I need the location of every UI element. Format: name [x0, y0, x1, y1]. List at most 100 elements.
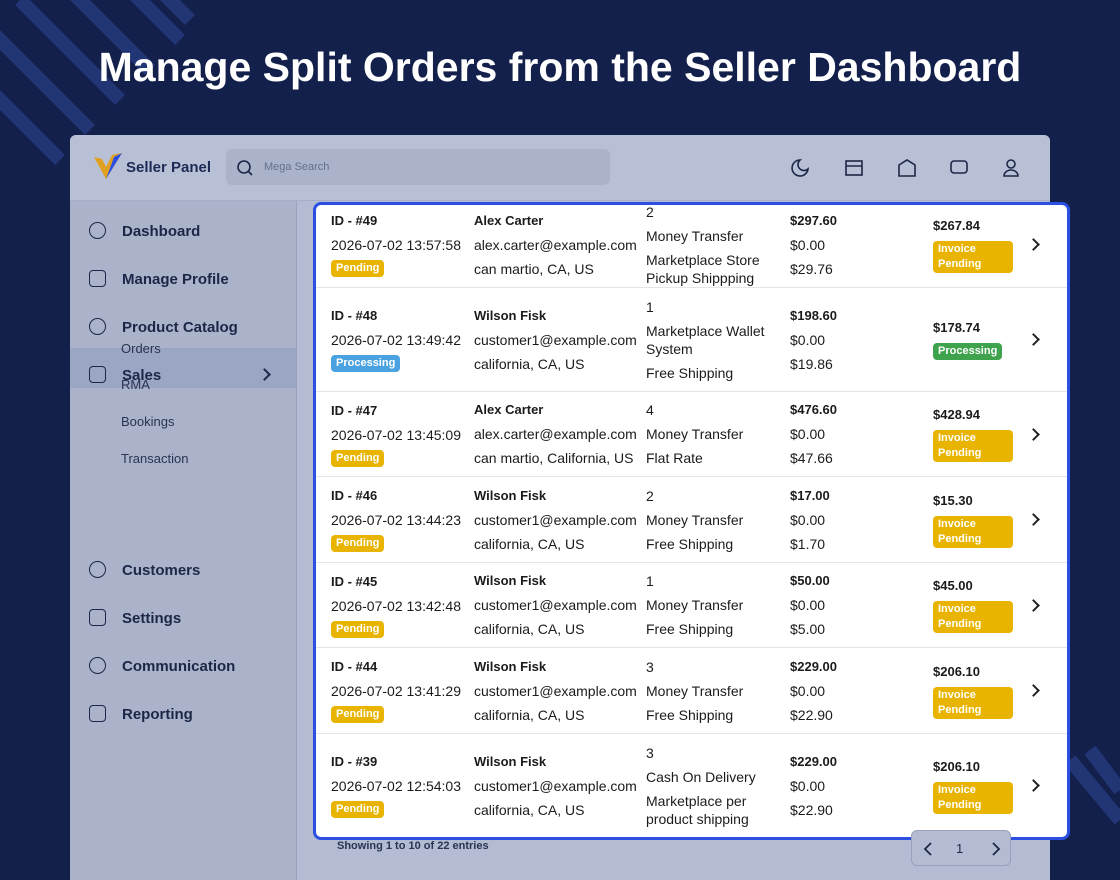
- nav-icon: [89, 561, 106, 578]
- order-id: ID - #49: [331, 213, 378, 228]
- nav-item[interactable]: Manage Profile: [122, 271, 229, 288]
- discount: $0.00: [790, 777, 826, 794]
- payment-method: Money Transfer: [646, 597, 744, 613]
- order-row[interactable]: ID - #45 2026-07-02 13:42:48 Pending Wilson…: [316, 563, 1067, 648]
- search-box[interactable]: Mega Search: [226, 149, 610, 185]
- customer-cell: Alex Carter alex.carter@example.com can ma…: [474, 392, 646, 476]
- row-chevron[interactable]: [1027, 598, 1040, 612]
- discount: $0.00: [790, 511, 826, 528]
- order-id: ID - #47: [331, 402, 378, 418]
- order-date: 2026-07-02 13:49:42: [331, 332, 461, 348]
- amount-cell: $17.00 $0.00 $1.70: [790, 477, 920, 562]
- customer-email: customer1@example.com: [474, 597, 637, 613]
- order-id: ID - #48: [331, 308, 378, 323]
- order-cell: ID - #39 2026-07-02 12:54:03 Pending: [331, 734, 471, 837]
- customer-address: california, CA, US: [474, 706, 585, 723]
- method-cell: 2 Money Transfer Free Shipping: [646, 477, 784, 562]
- row-chevron[interactable]: [1027, 238, 1040, 251]
- customer-cell: Wilson Fisk customer1@example.com californ…: [474, 477, 646, 562]
- net-amount: $45.00: [933, 578, 973, 593]
- order-id: ID - #45: [331, 573, 378, 589]
- nav-icon: [89, 270, 106, 287]
- pagination[interactable]: 1: [911, 830, 1011, 866]
- pager-arrows: [923, 842, 1001, 856]
- nav-icon: [89, 705, 106, 722]
- customer-address: can martio, CA, US: [474, 260, 594, 277]
- nav-item[interactable]: Settings: [122, 610, 182, 627]
- page-number[interactable]: 1: [956, 841, 964, 856]
- net-amount: $206.10: [933, 663, 980, 679]
- sidebar: Dashboard Manage Profile Product Catalog Sa…: [70, 201, 297, 880]
- row-chevron[interactable]: [1027, 333, 1040, 346]
- amount-cell: $198.60 $0.00 $19.86: [790, 288, 920, 391]
- amount-cell: $50.00 $0.00 $5.00: [790, 563, 920, 647]
- shipping-cost: $19.86: [790, 355, 833, 372]
- nav-item[interactable]: Dashboard: [122, 223, 201, 240]
- nav-item[interactable]: Sales: [122, 367, 162, 384]
- nav-item[interactable]: Product Catalog: [122, 319, 238, 336]
- customer-email: customer1@example.com: [474, 331, 637, 348]
- row-chevron[interactable]: [1027, 427, 1040, 441]
- nav-sub-item[interactable]: Bookings: [121, 414, 175, 429]
- search-icon: [237, 160, 253, 176]
- net-cell: $15.30 Invoice Pending: [933, 477, 1013, 562]
- order-row[interactable]: ID - #47 2026-07-02 13:45:09 Pending Alex C…: [316, 392, 1067, 477]
- order-total: $198.60: [790, 307, 837, 323]
- order-cell: ID - #48 2026-07-02 13:49:42 Processing: [331, 288, 471, 391]
- row-chevron[interactable]: [1027, 779, 1040, 792]
- shipping-method: Free Shipping: [646, 621, 734, 637]
- order-id: ID - #39: [331, 754, 378, 769]
- shipping-method: Free Shipping: [646, 535, 734, 552]
- net-status: Invoice Pending: [933, 686, 1013, 719]
- customer-address: california, CA, US: [474, 801, 585, 818]
- customer-email: alex.carter@example.com: [474, 236, 637, 253]
- entries-info: Showing 1 to 10 of 22 entries: [337, 840, 489, 852]
- amount-cell: $297.60 $0.00 $29.76: [790, 205, 920, 287]
- payment-method: Money Transfer: [646, 511, 744, 528]
- order-row[interactable]: ID - #46 2026-07-02 13:44:23 Pending Wilson…: [316, 477, 1067, 563]
- nav-item[interactable]: Communication: [122, 658, 236, 675]
- order-row[interactable]: ID - #44 2026-07-02 13:41:29 Pending Wilson…: [316, 648, 1067, 734]
- toolbar-icons[interactable]: [790, 157, 1020, 179]
- nav-sub-item[interactable]: RMA: [121, 377, 150, 392]
- nav-sub-item[interactable]: Transaction: [121, 451, 189, 466]
- order-cell: ID - #47 2026-07-02 13:45:09 Pending: [331, 392, 471, 476]
- amount-cell: $229.00 $0.00 $22.90: [790, 648, 920, 733]
- row-chevron[interactable]: [1027, 684, 1040, 697]
- shipping-cost: $29.76: [790, 260, 833, 277]
- net-cell: $45.00 Invoice Pending: [933, 563, 1013, 647]
- net-status: Invoice Pending: [933, 515, 1013, 548]
- order-date: 2026-07-02 13:57:58: [331, 237, 461, 253]
- item-qty: 3: [646, 744, 654, 761]
- item-qty: 2: [646, 203, 654, 220]
- order-total: $476.60: [790, 402, 837, 417]
- method-cell: 3 Cash On Delivery Marketplace per product…: [646, 734, 784, 837]
- customer-cell: Alex Carter alex.carter@example.com can ma…: [474, 205, 646, 287]
- nav-icon: [89, 222, 106, 239]
- order-cell: ID - #46 2026-07-02 13:44:23 Pending: [331, 477, 471, 562]
- shipping-cost: $47.66: [790, 450, 833, 466]
- nav-item[interactable]: Reporting: [122, 706, 193, 723]
- customer-name: Wilson Fisk: [474, 487, 547, 503]
- customer-address: california, CA, US: [474, 621, 585, 637]
- order-row[interactable]: ID - #49 2026-07-02 13:57:58 Pending Alex C…: [316, 203, 1067, 288]
- order-status: Pending: [331, 801, 385, 818]
- customer-email: customer1@example.com: [474, 511, 637, 528]
- net-cell: $178.74 Processing: [933, 288, 1013, 391]
- nav-item[interactable]: Customers: [122, 562, 201, 579]
- order-row[interactable]: ID - #39 2026-07-02 12:54:03 Pending Wilson…: [316, 734, 1067, 837]
- method-cell: 4 Money Transfer Flat Rate: [646, 392, 784, 476]
- order-row[interactable]: ID - #48 2026-07-02 13:49:42 Processing Wil…: [316, 288, 1067, 392]
- row-chevron[interactable]: [1027, 513, 1040, 526]
- item-qty: 1: [646, 298, 654, 315]
- orders-card: ID - #49 2026-07-02 13:57:58 Pending Alex C…: [313, 202, 1070, 840]
- item-qty: 1: [646, 573, 654, 589]
- nav-sub-item[interactable]: Orders: [121, 341, 161, 356]
- net-amount: $15.30: [933, 492, 973, 508]
- nav-icon: [89, 609, 106, 626]
- net-status: Invoice Pending: [933, 781, 1013, 814]
- net-status: Invoice Pending: [933, 430, 1013, 462]
- nav-icon: [89, 657, 106, 674]
